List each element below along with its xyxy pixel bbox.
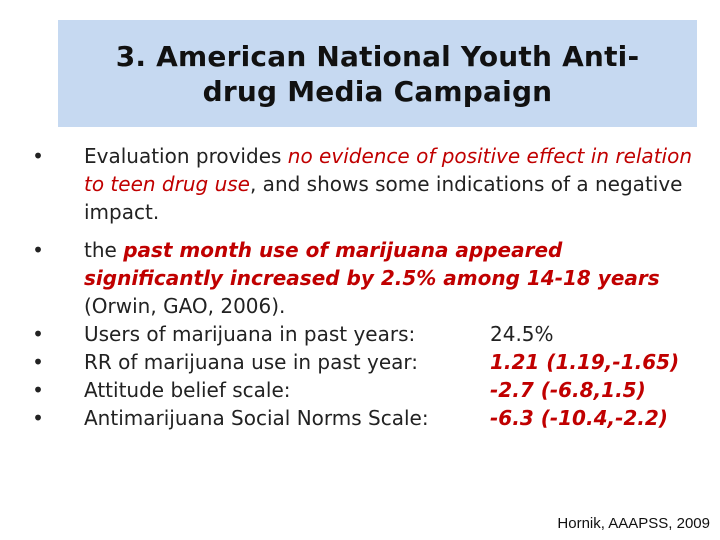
bullet-marijuana-lead: the [84, 238, 124, 262]
stat-label: Attitude belief scale: [84, 378, 291, 402]
bullet-list: • Evaluation provides no evidence of pos… [28, 142, 708, 432]
bullet-dot-icon: • [32, 350, 44, 374]
bullet-dot-icon: • [32, 322, 44, 346]
stat-row-users: • Users of marijuana in past years: 24.5… [28, 320, 708, 348]
stat-label: Users of marijuana in past years: [84, 322, 416, 346]
bullet-dot-icon: • [32, 406, 44, 430]
bullet-marijuana-tail: (Orwin, GAO, 2006). [84, 294, 286, 318]
stat-label: RR of marijuana use in past year: [84, 350, 419, 374]
bullet-marijuana-increase: • the past month use of marijuana appear… [28, 236, 708, 320]
stat-value: -6.3 (-10.4,-2.2) [490, 406, 668, 430]
stat-value: 24.5% [490, 322, 554, 346]
bullet-dot-icon: • [32, 378, 44, 402]
stat-row-attitude: • Attitude belief scale: -2.7 (-6.8,1.5) [28, 376, 708, 404]
bullet-evaluation-lead: Evaluation provides [84, 144, 288, 168]
bullet-marijuana-emphasis: past month use of marijuana appeared sig… [84, 238, 660, 290]
bullet-dot-icon: • [32, 238, 44, 262]
title-line-1: 3. American National Youth Anti- [115, 39, 640, 73]
stat-label: Antimarijuana Social Norms Scale: [84, 406, 429, 430]
title-banner: 3. American National Youth Anti- drug Me… [58, 20, 697, 127]
slide-title: 3. American National Youth Anti- drug Me… [116, 39, 640, 109]
bullet-evaluation-tail: , and shows some indications of a negati… [84, 172, 683, 224]
stat-value: -2.7 (-6.8,1.5) [490, 378, 646, 402]
stat-row-rr: • RR of marijuana use in past year: 1.21… [28, 348, 708, 376]
bullet-dot-icon: • [32, 144, 44, 168]
bullet-evaluation-emphasis: no evidence of positive effect in relati… [84, 144, 692, 196]
title-line-2: drug Media Campaign [202, 74, 553, 108]
stat-row-norms: • Antimarijuana Social Norms Scale: -6.3… [28, 404, 708, 432]
citation: Hornik, AAAPSS, 2009 [557, 515, 710, 532]
stat-value: 1.21 (1.19,-1.65) [490, 350, 680, 374]
bullet-evaluation: • Evaluation provides no evidence of pos… [28, 142, 708, 226]
